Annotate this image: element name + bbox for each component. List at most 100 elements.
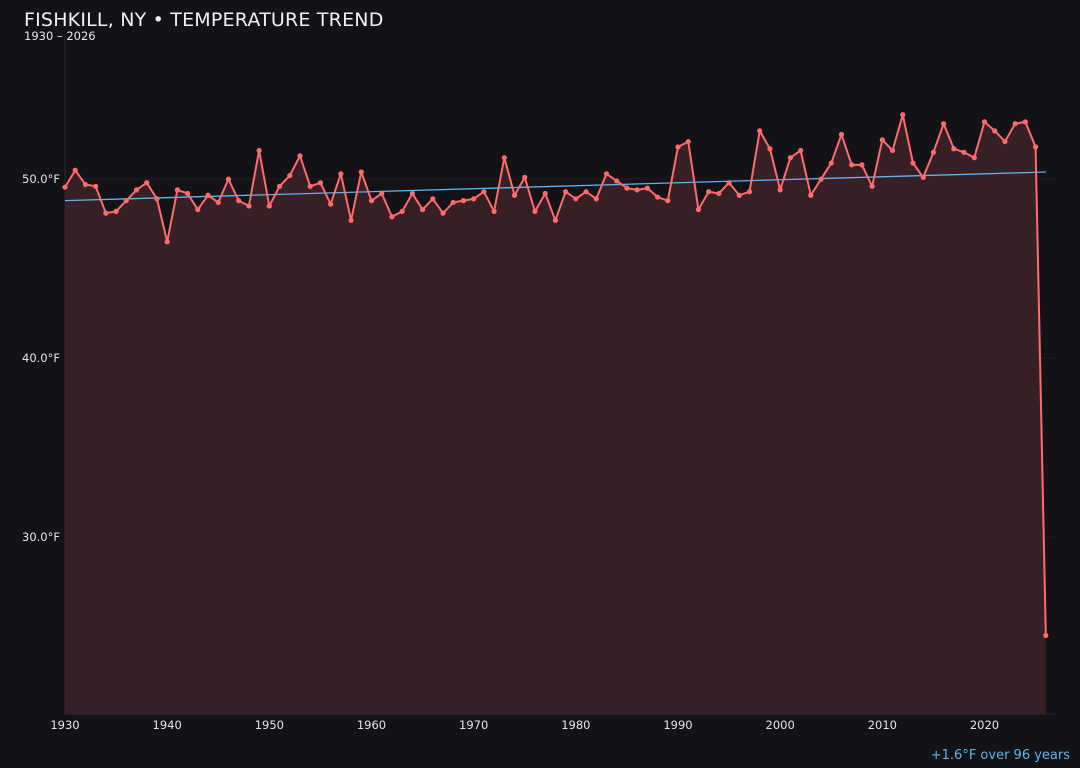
data-point bbox=[123, 198, 129, 204]
data-point bbox=[225, 176, 232, 182]
data-point bbox=[563, 189, 569, 195]
data-point bbox=[93, 183, 99, 189]
data-point bbox=[1032, 144, 1039, 150]
data-point bbox=[185, 190, 191, 197]
data-point bbox=[552, 217, 559, 223]
data-point bbox=[440, 210, 446, 216]
data-point bbox=[716, 190, 722, 197]
data-point bbox=[144, 180, 150, 186]
data-point bbox=[195, 206, 201, 213]
data-point bbox=[481, 189, 487, 195]
data-point bbox=[838, 131, 845, 138]
data-point bbox=[276, 183, 283, 189]
data-point bbox=[522, 174, 528, 180]
data-point bbox=[236, 198, 242, 204]
data-point bbox=[246, 203, 252, 209]
x-tick-label: 1960 bbox=[357, 718, 386, 732]
y-tick-label: 40.0°F bbox=[22, 351, 60, 365]
data-point bbox=[879, 137, 885, 143]
data-point bbox=[920, 174, 926, 180]
data-point bbox=[542, 190, 548, 197]
data-point bbox=[368, 198, 375, 204]
data-point bbox=[460, 198, 467, 204]
data-point bbox=[767, 146, 773, 152]
data-point bbox=[471, 196, 477, 202]
data-point bbox=[1012, 121, 1018, 127]
data-point bbox=[685, 138, 691, 145]
data-point bbox=[1022, 119, 1028, 125]
data-point bbox=[777, 187, 783, 193]
x-tick-label: 1970 bbox=[459, 718, 488, 732]
data-point bbox=[205, 192, 211, 198]
trend-annotation: +1.6°F over 96 years bbox=[930, 748, 1070, 763]
data-point bbox=[164, 239, 170, 245]
data-point bbox=[971, 155, 977, 161]
data-point bbox=[399, 208, 405, 214]
data-point bbox=[450, 199, 456, 206]
data-point bbox=[900, 112, 906, 118]
data-point bbox=[726, 180, 732, 186]
data-point bbox=[532, 208, 538, 214]
data-point bbox=[808, 192, 814, 198]
data-point bbox=[419, 206, 426, 213]
x-tick-label: 1950 bbox=[255, 718, 284, 732]
area-fill bbox=[65, 114, 1046, 715]
y-tick-label: 50.0°F bbox=[22, 172, 60, 186]
data-point bbox=[174, 187, 180, 193]
data-point bbox=[951, 146, 957, 152]
x-tick-label: 2010 bbox=[868, 718, 897, 732]
x-tick-label: 1980 bbox=[561, 718, 590, 732]
data-point bbox=[328, 201, 334, 207]
data-point bbox=[501, 155, 507, 161]
data-point bbox=[869, 183, 875, 189]
data-point bbox=[287, 172, 293, 179]
data-point bbox=[379, 190, 385, 197]
data-point bbox=[511, 192, 518, 198]
data-point bbox=[644, 185, 650, 191]
data-point bbox=[593, 196, 599, 202]
x-tick-label: 1990 bbox=[663, 718, 692, 732]
data-point bbox=[624, 185, 630, 191]
data-point bbox=[1002, 138, 1008, 145]
data-point bbox=[307, 183, 313, 189]
data-point bbox=[930, 149, 937, 155]
data-point bbox=[573, 196, 579, 202]
data-point bbox=[583, 189, 589, 195]
data-point bbox=[695, 206, 702, 213]
data-point bbox=[798, 147, 804, 154]
data-point bbox=[746, 189, 753, 195]
data-point bbox=[358, 169, 364, 175]
data-point bbox=[389, 214, 395, 220]
data-point bbox=[665, 198, 671, 204]
data-point bbox=[849, 162, 855, 168]
data-point bbox=[72, 167, 78, 173]
data-point bbox=[62, 184, 68, 190]
data-point bbox=[215, 199, 221, 206]
x-tick-label: 1940 bbox=[153, 718, 182, 732]
data-point bbox=[706, 189, 712, 195]
data-point bbox=[266, 203, 272, 209]
data-point bbox=[348, 217, 354, 223]
data-point bbox=[256, 147, 262, 154]
data-point bbox=[430, 196, 436, 202]
trend-line bbox=[64, 171, 1046, 202]
data-point bbox=[338, 171, 344, 177]
x-tick-label: 1930 bbox=[50, 718, 79, 732]
data-point bbox=[297, 153, 303, 159]
data-point bbox=[82, 181, 89, 188]
data-point bbox=[757, 128, 763, 134]
data-point bbox=[981, 119, 988, 125]
data-point bbox=[614, 178, 620, 184]
data-point bbox=[675, 144, 681, 150]
data-point bbox=[154, 196, 160, 202]
data-point bbox=[910, 160, 916, 166]
data-point bbox=[818, 176, 824, 182]
data-point bbox=[409, 190, 415, 197]
data-point bbox=[113, 208, 119, 214]
chart-title: FISHKILL, NY • TEMPERATURE TREND bbox=[24, 9, 384, 31]
data-point bbox=[941, 121, 947, 127]
y-tick-label: 30.0°F bbox=[22, 530, 60, 544]
data-point bbox=[1043, 632, 1049, 639]
data-point bbox=[654, 194, 661, 200]
